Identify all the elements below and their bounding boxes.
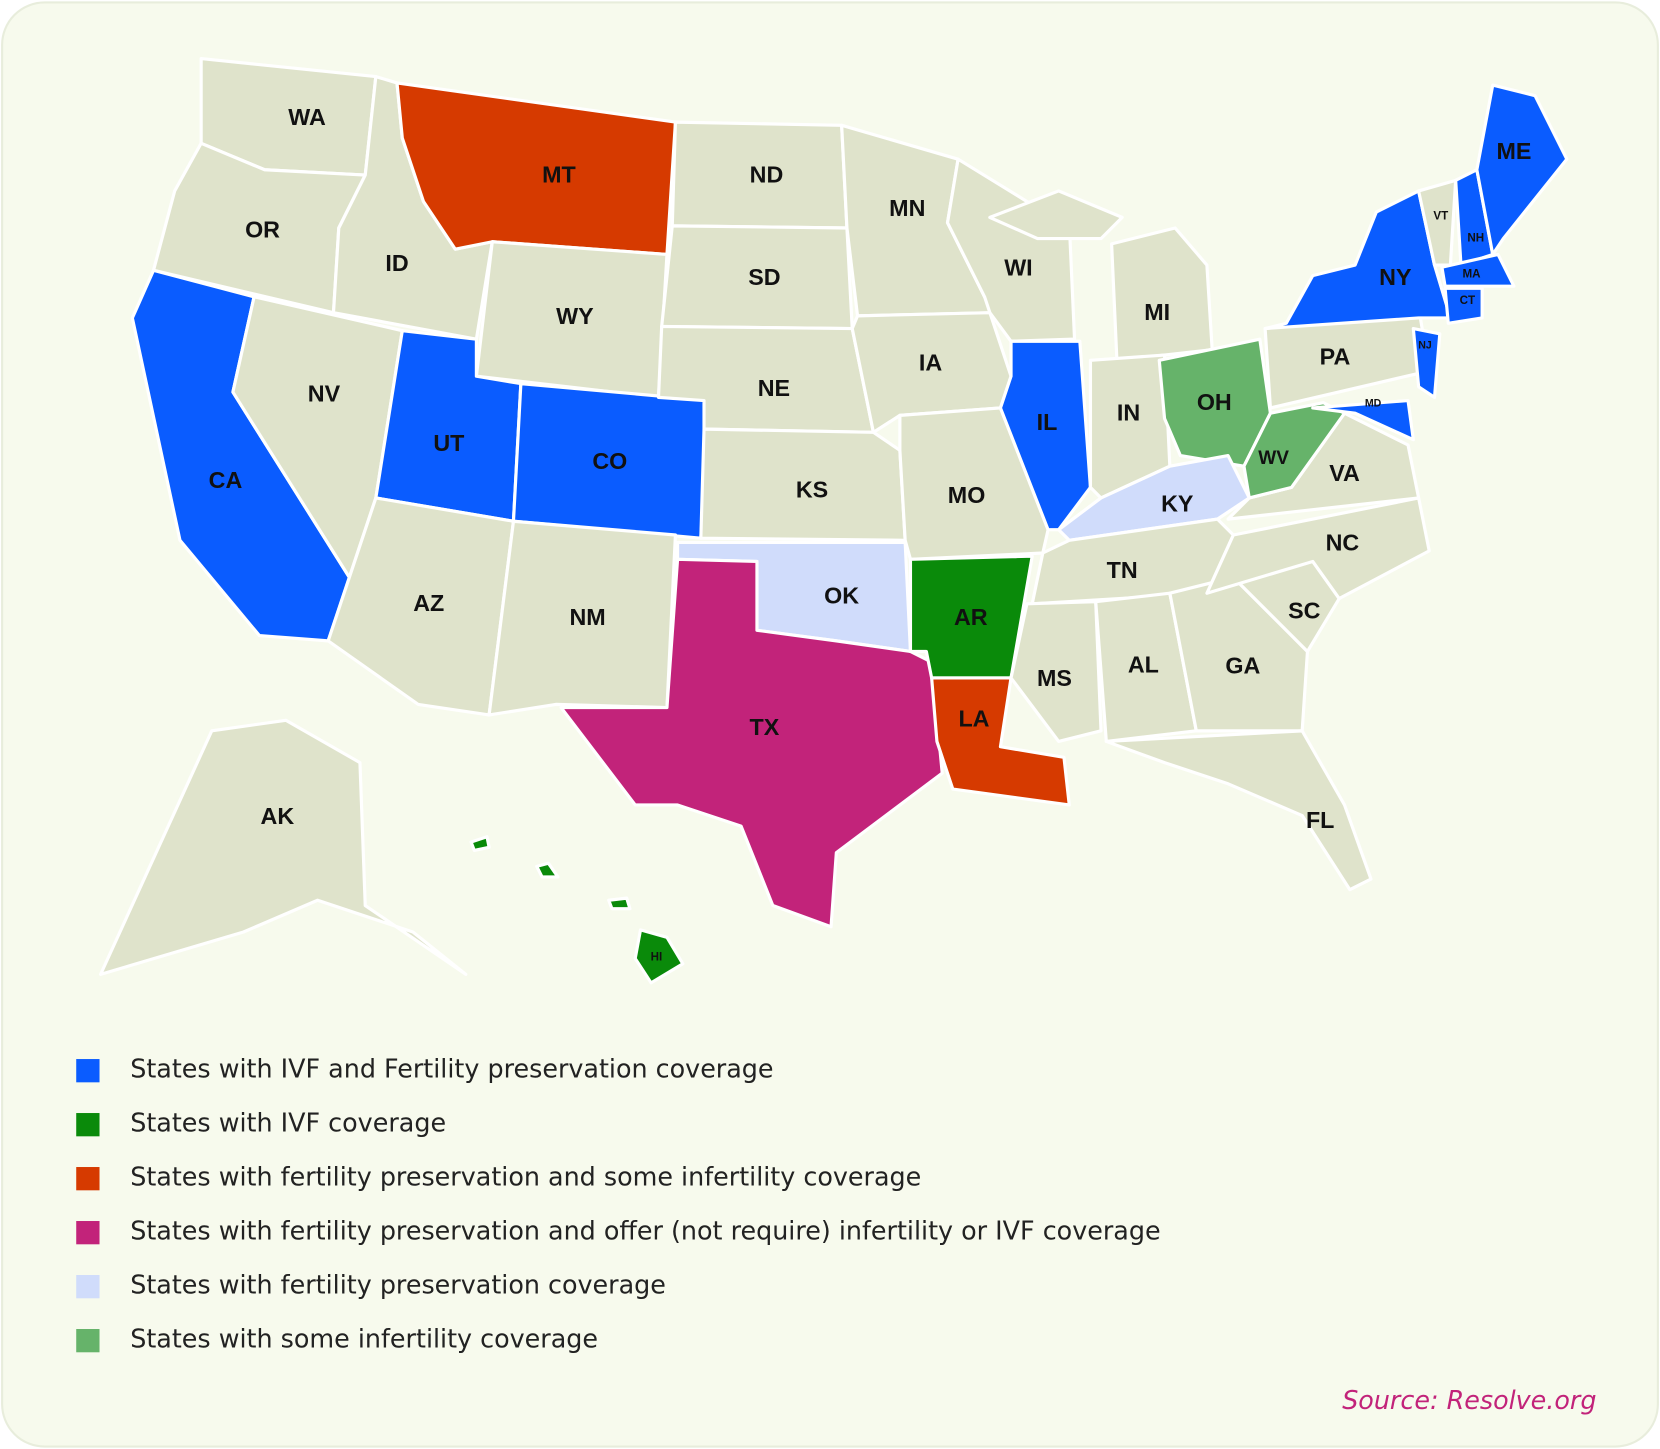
state-labels: WA OR CA NV ID MT WY UT CO AZ NM ND SD NE KS OK TX MN IA MO… (209, 104, 1532, 963)
legend-swatch (76, 1167, 100, 1191)
state-shape (930, 676, 1071, 807)
state-label: NE (758, 375, 790, 401)
states (98, 57, 1569, 985)
state-label: WV (1258, 448, 1289, 469)
state-shape (1205, 496, 1431, 601)
state-label: AK (261, 803, 295, 829)
state-label: TN (1107, 557, 1138, 583)
state-label: MI (1144, 299, 1170, 325)
state-label: IL (1037, 409, 1058, 435)
state-shape (998, 339, 1093, 532)
state-label: OH (1197, 389, 1232, 415)
state-shape (469, 835, 491, 853)
state-label: KS (796, 477, 828, 503)
state-label: VT (1433, 209, 1448, 222)
state-label: NH (1467, 232, 1484, 245)
state-shape (535, 861, 560, 879)
state-label: TX (749, 714, 779, 740)
state-label: WI (1004, 254, 1032, 280)
state-label: IA (919, 350, 942, 376)
state-shape (633, 928, 685, 985)
state-label: PA (1320, 343, 1351, 369)
legend-swatch (76, 1059, 100, 1083)
state-label: LA (958, 705, 989, 731)
state-label: NC (1326, 530, 1360, 556)
state-label: AL (1128, 651, 1159, 677)
state-label: AR (954, 604, 988, 630)
state-shape (988, 189, 1124, 241)
state-label: NM (569, 604, 605, 630)
state-label: MN (889, 195, 925, 221)
state-label: ID (385, 250, 408, 276)
legend-label: States with fertility preservation and s… (130, 1162, 921, 1192)
state-label: WY (556, 303, 594, 329)
legend-label: States with IVF and Fertility preservati… (130, 1054, 773, 1084)
state-label: NJ (1418, 339, 1432, 351)
source: Source: Resolve.org (1342, 1385, 1596, 1415)
state-shape (1110, 226, 1214, 362)
state-label: CA (209, 467, 243, 493)
state-label: ND (750, 161, 784, 187)
state-label: GA (1225, 652, 1260, 678)
state-label: OK (824, 583, 859, 609)
legend-label: States with IVF coverage (130, 1108, 446, 1138)
state-shape (1443, 286, 1484, 325)
state-shape (607, 896, 632, 911)
state-label: MT (542, 161, 576, 187)
state-label: FL (1306, 807, 1334, 833)
state-shape (559, 557, 944, 929)
state-label: NY (1379, 264, 1412, 290)
legend-swatch (76, 1329, 100, 1353)
state-label: WA (288, 104, 326, 130)
state-label: IN (1117, 399, 1140, 425)
state-label: SC (1288, 597, 1321, 623)
state-label: MS (1037, 665, 1072, 691)
state-shape (1104, 729, 1373, 892)
state-shape (1411, 326, 1442, 399)
state-label: NV (308, 380, 341, 406)
state-shape (1440, 252, 1516, 288)
state-label: AZ (413, 590, 444, 616)
state-label: OR (245, 216, 280, 242)
state-shape (98, 718, 468, 976)
legend-label: States with fertility preservation cover… (130, 1270, 666, 1300)
state-label: MA (1463, 268, 1482, 281)
state-label: CO (592, 448, 627, 474)
state-label: UT (433, 430, 464, 456)
legend-swatch (76, 1221, 100, 1245)
state-label: MO (948, 482, 986, 508)
state-label: ME (1496, 138, 1531, 164)
legend-label: States with some infertility coverage (130, 1324, 598, 1354)
state-label: SD (748, 264, 780, 290)
state-label: HI (651, 950, 663, 963)
legend-swatch (76, 1275, 100, 1299)
state-label: KY (1161, 491, 1194, 517)
legend-swatch (76, 1113, 100, 1137)
state-label: VA (1329, 460, 1360, 486)
state-label: MD (1365, 398, 1382, 410)
legend-label: States with fertility preservation and o… (130, 1216, 1160, 1246)
state-shape (1009, 600, 1103, 744)
legend: States with IVF and Fertility preservati… (76, 1054, 1161, 1354)
state-shape (1311, 398, 1415, 442)
state-label: CT (1460, 294, 1476, 307)
state-shape (1242, 401, 1347, 500)
